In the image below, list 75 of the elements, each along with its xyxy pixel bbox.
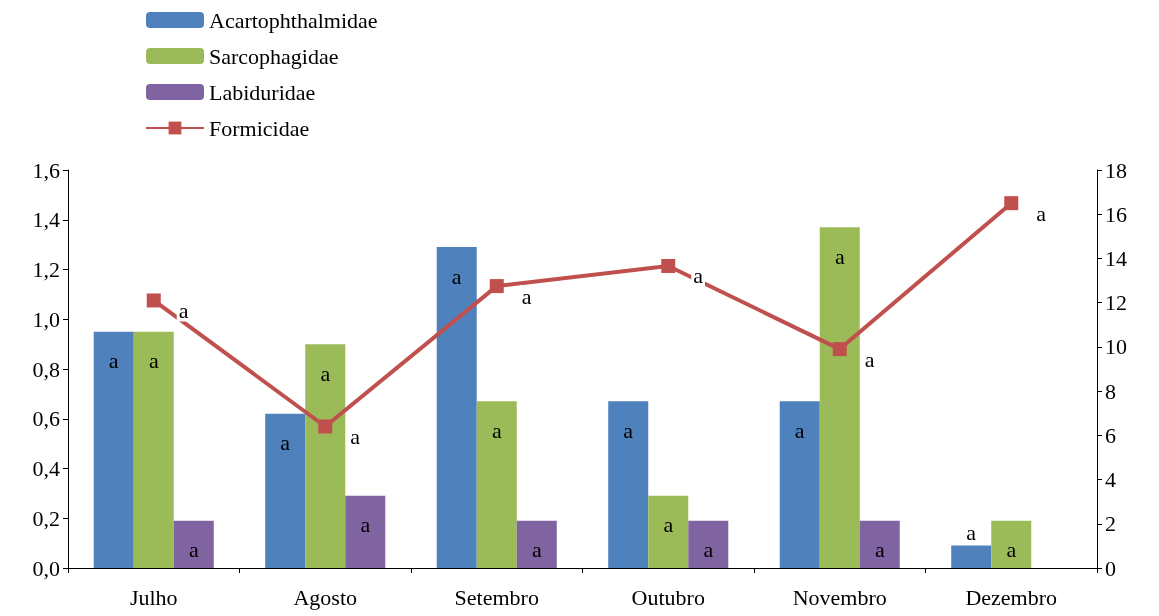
bar — [951, 545, 992, 568]
data-label: a — [521, 283, 532, 309]
data-label: a — [693, 263, 704, 289]
data-label: a — [360, 512, 371, 538]
x-tick-label: Dezembro — [965, 584, 1058, 610]
legend-label: Acartophthalmidae — [209, 7, 378, 33]
bar — [133, 331, 174, 568]
bar — [476, 401, 517, 568]
bar — [93, 331, 134, 568]
data-label: a — [491, 417, 502, 443]
bar — [608, 401, 649, 568]
bar — [819, 227, 860, 568]
y-tick-label: 0,8 — [32, 356, 60, 382]
bar — [265, 413, 306, 568]
y2-tick-label: 2 — [1105, 511, 1116, 537]
bar — [345, 495, 386, 568]
y2-tick-label: 18 — [1105, 157, 1127, 183]
bar — [779, 401, 820, 568]
data-label: a — [663, 512, 674, 538]
point — [489, 279, 504, 294]
y2-tick-label: 16 — [1105, 201, 1127, 227]
data-label: a — [623, 417, 634, 443]
point — [1004, 196, 1019, 211]
data-label: a — [451, 263, 462, 289]
y2-tick-label: 8 — [1105, 378, 1116, 404]
bar — [688, 520, 729, 568]
y-tick-label: 0,4 — [32, 456, 60, 481]
data-label: a — [874, 537, 885, 563]
data-label: a — [1036, 200, 1047, 226]
data-label: a — [794, 417, 805, 443]
x-tick-label: Outubro — [631, 584, 705, 610]
data-label: a — [350, 423, 361, 449]
y-tick-label: 1,0 — [32, 306, 60, 332]
bar — [436, 247, 477, 568]
x-tick-label: Setembro — [454, 584, 539, 610]
y2-tick-label: 0 — [1105, 555, 1116, 581]
y2-tick-label: 6 — [1105, 422, 1116, 448]
point — [318, 419, 333, 434]
x-tick-label: Julho — [129, 584, 178, 610]
y-tick-label: 0,2 — [32, 505, 60, 531]
data-label: a — [148, 348, 159, 374]
data-label: a — [108, 348, 119, 374]
data-label: a — [834, 243, 845, 269]
point — [832, 342, 847, 357]
y-tick-label: 0,6 — [32, 406, 60, 432]
legend-label: Labiduridae — [209, 79, 316, 105]
legend-label: Sarcophagidae — [209, 43, 339, 69]
bar — [305, 344, 346, 568]
data-label: a — [320, 360, 331, 386]
bar — [648, 495, 689, 568]
bar — [991, 520, 1032, 568]
point — [661, 258, 676, 273]
data-label: a — [178, 297, 189, 323]
y-tick-label: 1,4 — [32, 207, 60, 233]
point — [146, 293, 161, 308]
bar — [516, 520, 557, 568]
data-label: a — [1006, 537, 1017, 563]
data-label: a — [864, 346, 875, 372]
bar — [173, 520, 214, 568]
bar — [859, 520, 900, 568]
y-tick-label: 0,0 — [32, 555, 60, 581]
y2-tick-label: 10 — [1105, 334, 1127, 360]
data-label: a — [531, 537, 542, 563]
data-label: a — [188, 537, 199, 563]
y2-tick-label: 4 — [1105, 467, 1116, 493]
data-label: a — [966, 520, 977, 546]
x-tick-label: Agosto — [293, 584, 358, 610]
legend-label: Formicidae — [209, 115, 310, 141]
y2-tick-label: 12 — [1105, 290, 1127, 316]
data-label: a — [703, 537, 714, 563]
x-tick-label: Novembro — [792, 584, 887, 610]
y-tick-label: 1,6 — [32, 157, 60, 183]
data-label: a — [280, 430, 291, 456]
y2-tick-label: 14 — [1105, 245, 1127, 271]
y-tick-label: 1,2 — [32, 257, 60, 282]
